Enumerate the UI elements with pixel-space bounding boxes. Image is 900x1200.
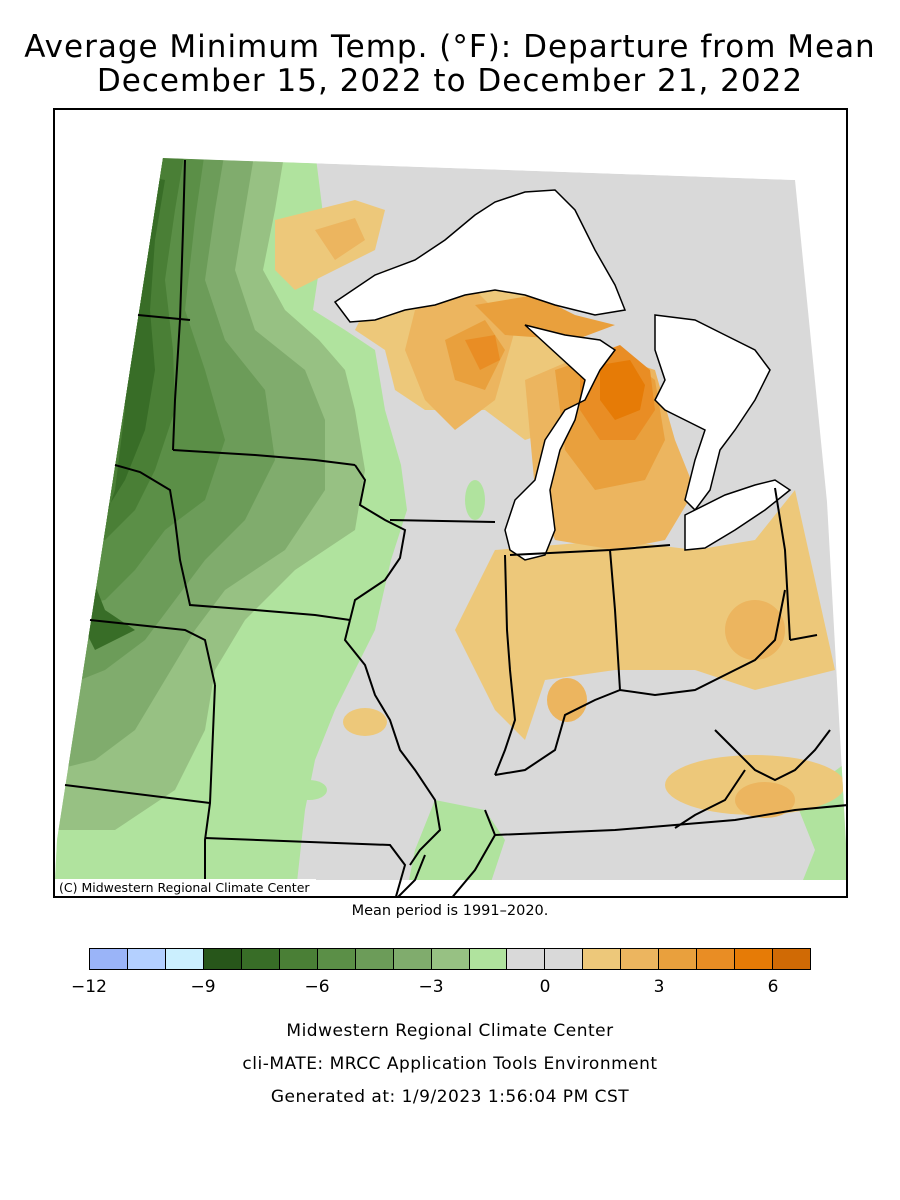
- map-date-range: December 15, 2022 to December 21, 2022: [96, 63, 804, 99]
- legend-swatch: [127, 949, 166, 969]
- legend-swatch: [507, 949, 546, 969]
- contour-plus5: [600, 360, 645, 420]
- legend-swatch: [545, 949, 584, 969]
- departure-map: [55, 110, 846, 896]
- legend-swatch: [241, 949, 280, 969]
- great-lakes: [333, 189, 792, 561]
- mean-period-note: Mean period is 1991–2020.: [351, 903, 549, 919]
- legend-swatch: [317, 949, 356, 969]
- legend-swatch: [735, 949, 774, 969]
- legend-swatch: [393, 949, 432, 969]
- legend-tick-label: −3: [418, 977, 444, 997]
- lake-michigan: [504, 324, 617, 561]
- legend-swatch: [773, 949, 811, 969]
- map-frame: (C) Midwestern Regional Climate Center: [53, 108, 848, 898]
- legend-tick-label: −12: [71, 977, 107, 997]
- footer-tool: cli-MATE: MRCC Application Tools Environ…: [242, 1054, 658, 1074]
- legend-swatch: [431, 949, 470, 969]
- map-title: Average Minimum Temp. (°F): Departure fr…: [24, 29, 876, 65]
- legend-tick-label: 6: [767, 977, 779, 997]
- legend-tick-label: 0: [539, 977, 551, 997]
- color-legend: [89, 948, 811, 970]
- legend-swatch: [203, 949, 242, 969]
- legend-swatch: [90, 949, 128, 969]
- legend-swatch: [621, 949, 660, 969]
- legend-swatch: [355, 949, 394, 969]
- lake-superior: [333, 189, 627, 323]
- legend-swatch: [279, 949, 318, 969]
- legend-tick-label: −9: [190, 977, 216, 997]
- state-boundaries: [64, 159, 846, 896]
- legend-swatch: [697, 949, 736, 969]
- legend-swatch: [583, 949, 622, 969]
- map-credit: (C) Midwestern Regional Climate Center: [55, 879, 316, 896]
- legend-swatch: [165, 949, 204, 969]
- legend-swatch: [469, 949, 508, 969]
- legend-tick-label: −6: [304, 977, 330, 997]
- footer-generated: Generated at: 1/9/2023 1:56:04 PM CST: [270, 1087, 630, 1107]
- footer-organization: Midwestern Regional Climate Center: [286, 1021, 614, 1041]
- legend-swatch: [659, 949, 698, 969]
- legend-tick-label: 3: [653, 977, 665, 997]
